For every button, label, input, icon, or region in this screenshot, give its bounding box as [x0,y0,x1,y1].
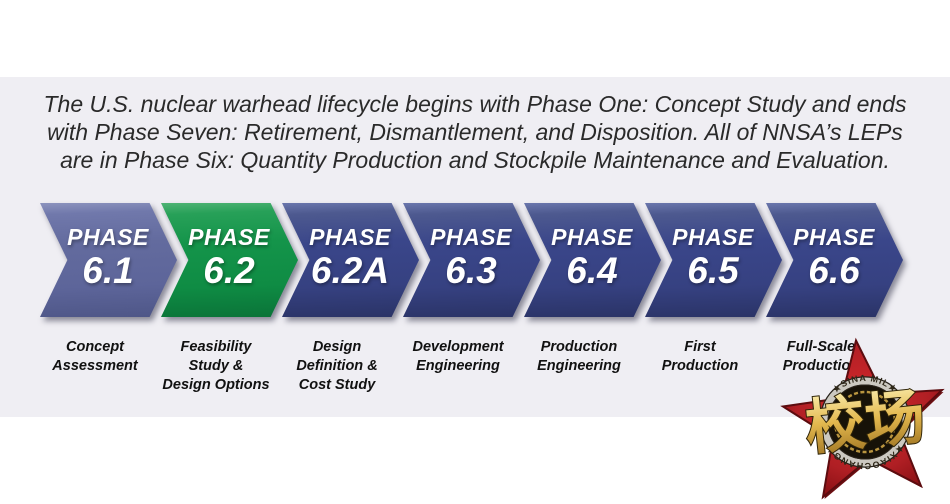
phase-word: PHASE [309,224,391,250]
intro-line-1: The U.S. nuclear warhead lifecycle begin… [43,91,907,117]
phase-word: PHASE [793,224,875,250]
phase-word: PHASE [67,224,149,250]
chevron-text: PHASE 6.5 [661,224,765,291]
chevron-shape [766,203,903,317]
badge-silver-ring [820,377,910,467]
intro-text: The U.S. nuclear warhead lifecycle begin… [0,90,950,174]
watermark-logo: ★SINA MIL★ ★XIAOCHANG★ 校场 [780,334,950,504]
phase-word: PHASE [430,224,512,250]
chevron-shape [403,203,540,317]
phase-name: Concept Assessment [52,339,138,374]
phase-number: 6.2 [203,250,255,291]
chevron-text: PHASE 6.3 [419,224,523,291]
chevron-shape [645,203,782,317]
phase-name: First Production [661,339,739,374]
phase-number: 6.1 [82,250,134,291]
logo-characters: 校场 [802,383,928,462]
intro-line-2: with Phase Seven: Retirement, Dismantlem… [47,119,903,145]
phase-6-3: PHASE 6.3 Development Engineering [403,203,540,423]
phase-number: 6.4 [566,250,618,291]
phase-number: 6.5 [687,250,739,291]
badge-rope-ring [833,390,897,454]
phase-name: Full-Scale Production [782,339,860,374]
phase-number: 6.3 [445,250,497,291]
star-badge-icon: ★SINA MIL★ ★XIAOCHANG★ 校场 [780,337,945,500]
phase-6-5: PHASE 6.5 First Production [645,203,782,423]
phase-6-2a: PHASE 6.2A Design Definition & Cost Stud… [282,203,419,423]
phase-word: PHASE [672,224,754,250]
phase-name: Design Definition & Cost Study [296,339,378,393]
phase-number: 6.6 [808,250,860,291]
phase-6-4: PHASE 6.4 Production Engineering [524,203,661,423]
chevron-text: PHASE 6.6 [782,224,886,291]
chevron-text: PHASE 6.2A [298,224,402,291]
phase-word: PHASE [551,224,633,250]
badge-ring-inner-edge [827,384,903,460]
phase-name: Feasibility Study & Design Options [162,339,270,393]
chevron-text: PHASE 6.4 [540,224,644,291]
phase-number: 6.2A [310,250,390,291]
intro-line-3: are in Phase Six: Quantity Production an… [60,147,890,173]
phase-name: Production Engineering [537,339,621,374]
chevron-text: PHASE 6.2 [177,224,281,291]
badge-disk [819,376,911,468]
chevron-text: PHASE 6.1 [56,224,160,291]
chevron-shape [161,203,298,317]
phase-6-2: PHASE 6.2 Feasibility Study & Design Opt… [161,203,298,423]
phase-word: PHASE [188,224,270,250]
chevron-shape [524,203,661,317]
chevron-shape [282,203,419,317]
chevron-shape [40,203,177,317]
phase-name: Development Engineering [412,339,504,374]
phase-6-6: PHASE 6.6 Full-Scale Production [766,203,903,423]
phase-6-1: PHASE 6.1 Concept Assessment [40,203,177,423]
